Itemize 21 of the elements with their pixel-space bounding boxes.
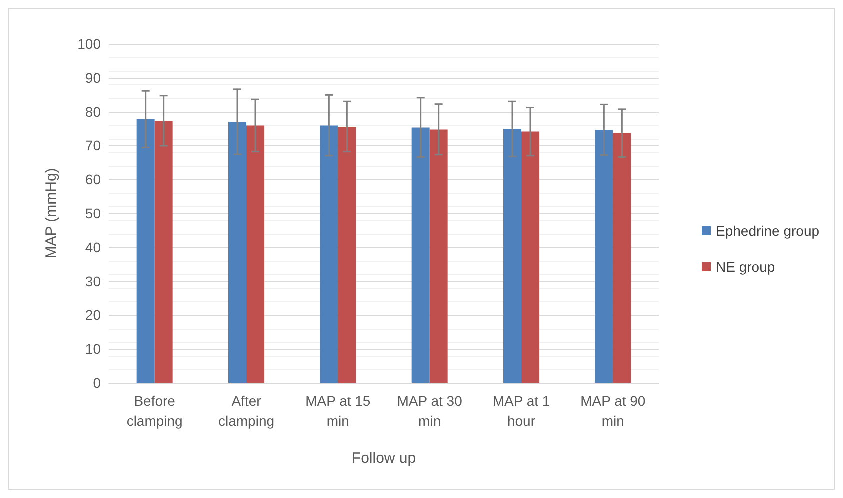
y-tick-label: 40	[85, 239, 102, 256]
y-tick-label: 70	[85, 138, 102, 154]
y-tick-label: 20	[85, 307, 102, 324]
y-tick-label: 50	[85, 206, 102, 222]
x-axis-title: Follow up	[352, 450, 416, 467]
x-tick-label: MAP at 1 hour	[492, 393, 550, 429]
y-tick-label: 0	[93, 375, 102, 391]
y-tick-label: 80	[85, 104, 102, 120]
x-tick-label: MAP at 90 min	[580, 393, 646, 429]
y-tick-label: 10	[85, 341, 102, 358]
y-tick-label: 100	[78, 36, 102, 52]
x-tick-label: MAP at 30 min	[397, 393, 463, 429]
y-tick-label: 30	[85, 273, 102, 290]
x-tick-label: Before clamping	[126, 393, 183, 429]
legend-label: Ephedrine group	[716, 223, 820, 239]
y-tick-label: 90	[85, 70, 102, 86]
y-axis-title: MAP (mmHg)	[43, 168, 60, 259]
legend-label: NE group	[716, 259, 776, 275]
x-tick-label: MAP at 15 min	[306, 393, 371, 429]
x-tick-label: After clamping	[218, 393, 275, 429]
y-tick-label: 60	[85, 172, 102, 188]
